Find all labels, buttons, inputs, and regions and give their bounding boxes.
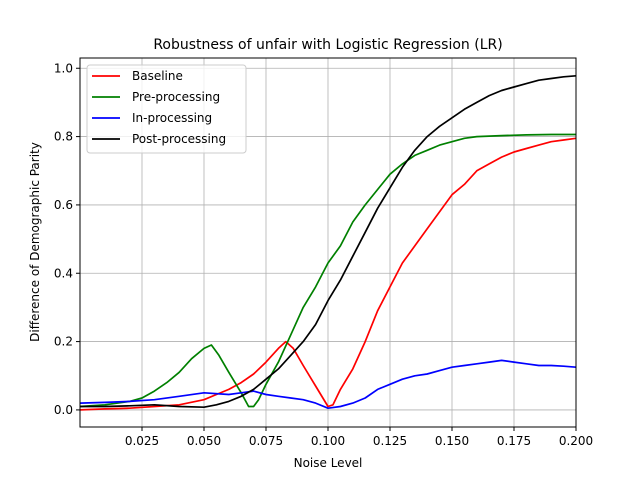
legend-label-in-processing: In-processing: [132, 111, 212, 125]
x-tick-label: 0.050: [187, 434, 221, 448]
legend-items: Baseline Pre-processing In-processing Post-…: [92, 69, 226, 146]
series-line-in-processing: [79, 359, 577, 410]
series-line-post-processing: [80, 74, 577, 409]
y-tick-label: 1.0: [54, 61, 73, 75]
y-axis-label: Difference of Demographic Parity: [28, 142, 42, 342]
y-tick-label: 0.8: [54, 130, 73, 144]
legend-label-post-processing: Post-processing: [132, 132, 226, 146]
y-tick-label: 0.6: [54, 198, 73, 212]
y-axis-ticks: 0.0 0.2 0.4 0.6 0.8 1.0: [54, 61, 80, 417]
series-layer: [79, 74, 577, 411]
x-tick-label: 0.175: [497, 434, 531, 448]
x-tick-label: 0.125: [373, 434, 407, 448]
x-axis-ticks: 0.025 0.050 0.075 0.100 0.125 0.150 0.175 0.200: [125, 427, 593, 448]
y-tick-label: 0.2: [54, 335, 73, 349]
x-tick-label: 0.150: [435, 434, 469, 448]
x-axis-label: Noise Level: [294, 456, 363, 470]
series-line-pre-processing: [79, 133, 576, 408]
chart-title: Robustness of unfair with Logistic Regre…: [153, 37, 502, 53]
legend-label-pre-processing: Pre-processing: [132, 90, 220, 104]
x-tick-label: 0.075: [249, 434, 283, 448]
x-tick-label: 0.025: [125, 434, 159, 448]
x-tick-label: 0.200: [559, 434, 593, 448]
legend-label-baseline: Baseline: [132, 69, 183, 83]
y-tick-label: 0.4: [54, 266, 73, 280]
legend-box: [86, 64, 247, 154]
y-tick-label: 0.0: [54, 403, 73, 417]
x-tick-label: 0.100: [311, 434, 345, 448]
legend: Baseline Pre-processing In-processing Post-…: [86, 64, 247, 154]
